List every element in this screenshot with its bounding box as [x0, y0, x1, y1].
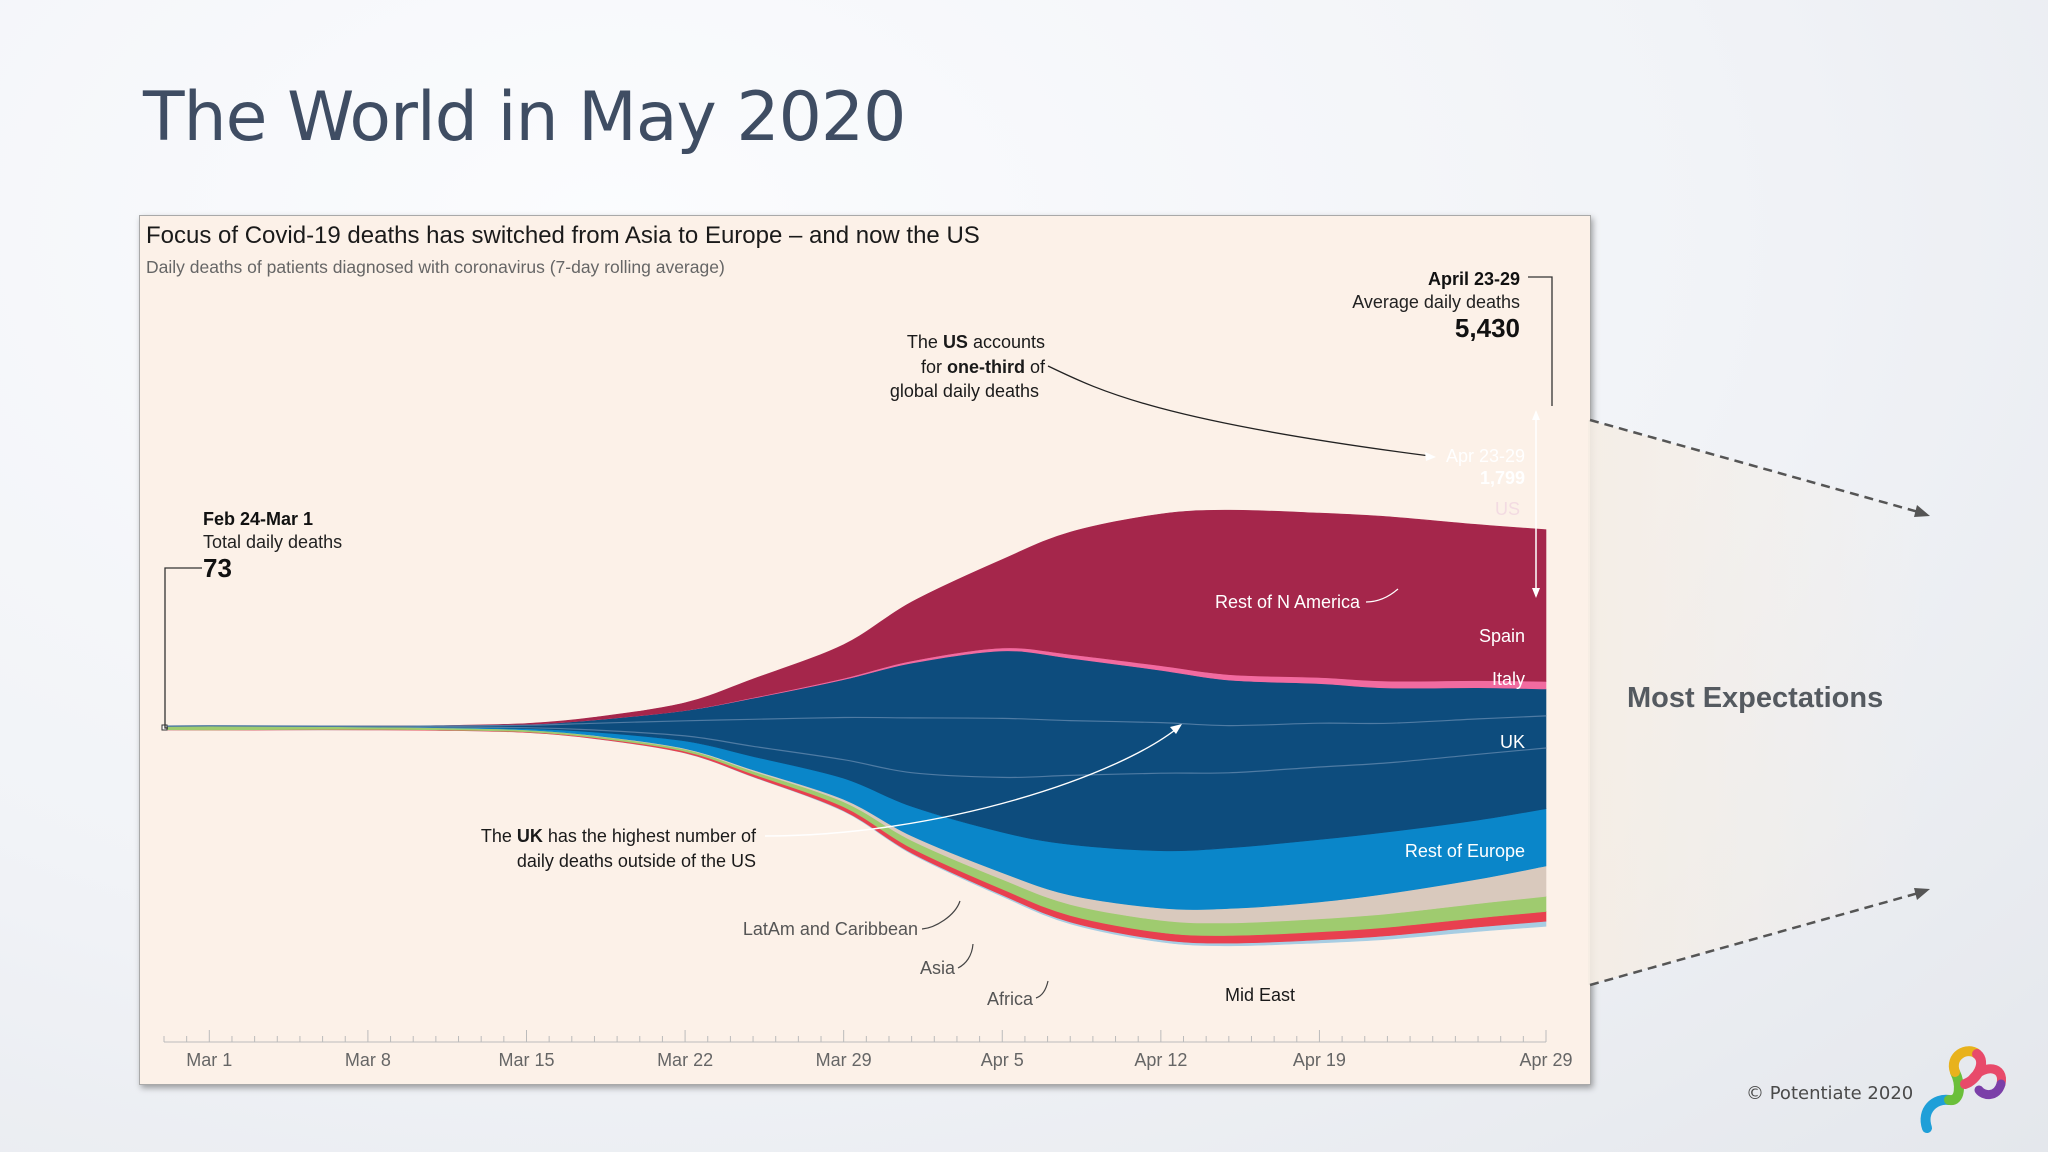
slide-title: The World in May 2020	[143, 78, 906, 157]
x-tick-label: Mar 29	[816, 1050, 872, 1070]
label-italy: Italy	[1492, 669, 1525, 689]
label-us: US	[1495, 499, 1520, 519]
svg-text:for one-third of: for one-third of	[921, 357, 1046, 377]
label-africa: Africa	[987, 989, 1034, 1009]
stream-areas	[161, 509, 1547, 947]
x-tick-label: Apr 5	[981, 1050, 1024, 1070]
svg-text:The US accounts: The US accounts	[907, 332, 1045, 352]
x-axis: Mar 1 Mar 8 Mar 15 Mar 22 Mar 29 Apr 5 Apr 12 A…	[163, 1030, 1573, 1070]
x-tick-label: Apr 19	[1293, 1050, 1346, 1070]
end-period: April 23-29	[1428, 269, 1520, 289]
start-label: Total daily deaths	[203, 532, 342, 552]
chart-title: Focus of Covid-19 deaths has switched fr…	[146, 222, 980, 249]
svg-text:The UK has the highest number: The UK has the highest number of	[481, 826, 757, 846]
label-rest-europe: Rest of Europe	[1405, 841, 1525, 861]
x-tick-label: Mar 1	[186, 1050, 232, 1070]
label-latam: LatAm and Caribbean	[743, 919, 918, 939]
svg-text:daily deaths outside of the US: daily deaths outside of the US	[517, 851, 756, 871]
label-rest-na: Rest of N America	[1215, 592, 1361, 612]
start-annotation: Feb 24-Mar 1 Total daily deaths 73	[164, 509, 342, 729]
most-expectations-label: Most Expectations	[1627, 682, 1884, 714]
uk-note: The UK has the highest number of daily d…	[481, 724, 1182, 871]
series-divider-italy	[163, 715, 1547, 727]
label-asia: Asia	[920, 958, 956, 978]
x-tick-label: Mar 22	[657, 1050, 713, 1070]
label-spain: Spain	[1479, 626, 1525, 646]
chart-panel: Focus of Covid-19 deaths has switched fr…	[139, 215, 1591, 1085]
start-period: Feb 24-Mar 1	[203, 509, 313, 529]
end-label: Average daily deaths	[1352, 292, 1520, 312]
x-tick-label: Apr 12	[1134, 1050, 1187, 1070]
streamgraph-chart: Focus of Covid-19 deaths has switched fr…	[146, 222, 1573, 1070]
label-mid-east: Mid East	[1225, 985, 1295, 1005]
label-uk: UK	[1500, 732, 1525, 752]
series-labels: US Rest of N America Spain Italy UK Rest…	[743, 499, 1525, 1009]
x-tick-label: Apr 29	[1519, 1050, 1572, 1070]
x-tick-label: Mar 15	[498, 1050, 554, 1070]
chart-subtitle: Daily deaths of patients diagnosed with …	[146, 257, 725, 277]
start-value: 73	[203, 553, 232, 583]
us-period: Apr 23-29	[1446, 446, 1525, 466]
copyright-text: © Potentiate 2020	[1746, 1083, 1914, 1104]
x-tick-label: Mar 8	[345, 1050, 391, 1070]
callout-fan	[1588, 420, 1930, 985]
svg-text:global daily deaths: global daily deaths	[890, 381, 1039, 401]
potentiate-logo-icon	[1920, 1046, 2006, 1133]
us-value: 1,799	[1480, 468, 1525, 488]
series-area-us	[163, 509, 1547, 727]
us-range-marker: Apr 23-29 1,799	[1446, 410, 1540, 598]
end-annotation: April 23-29 Average daily deaths 5,430	[1352, 269, 1553, 406]
end-value: 5,430	[1455, 313, 1520, 343]
us-note: The US accounts for one-third of global …	[890, 332, 1436, 461]
